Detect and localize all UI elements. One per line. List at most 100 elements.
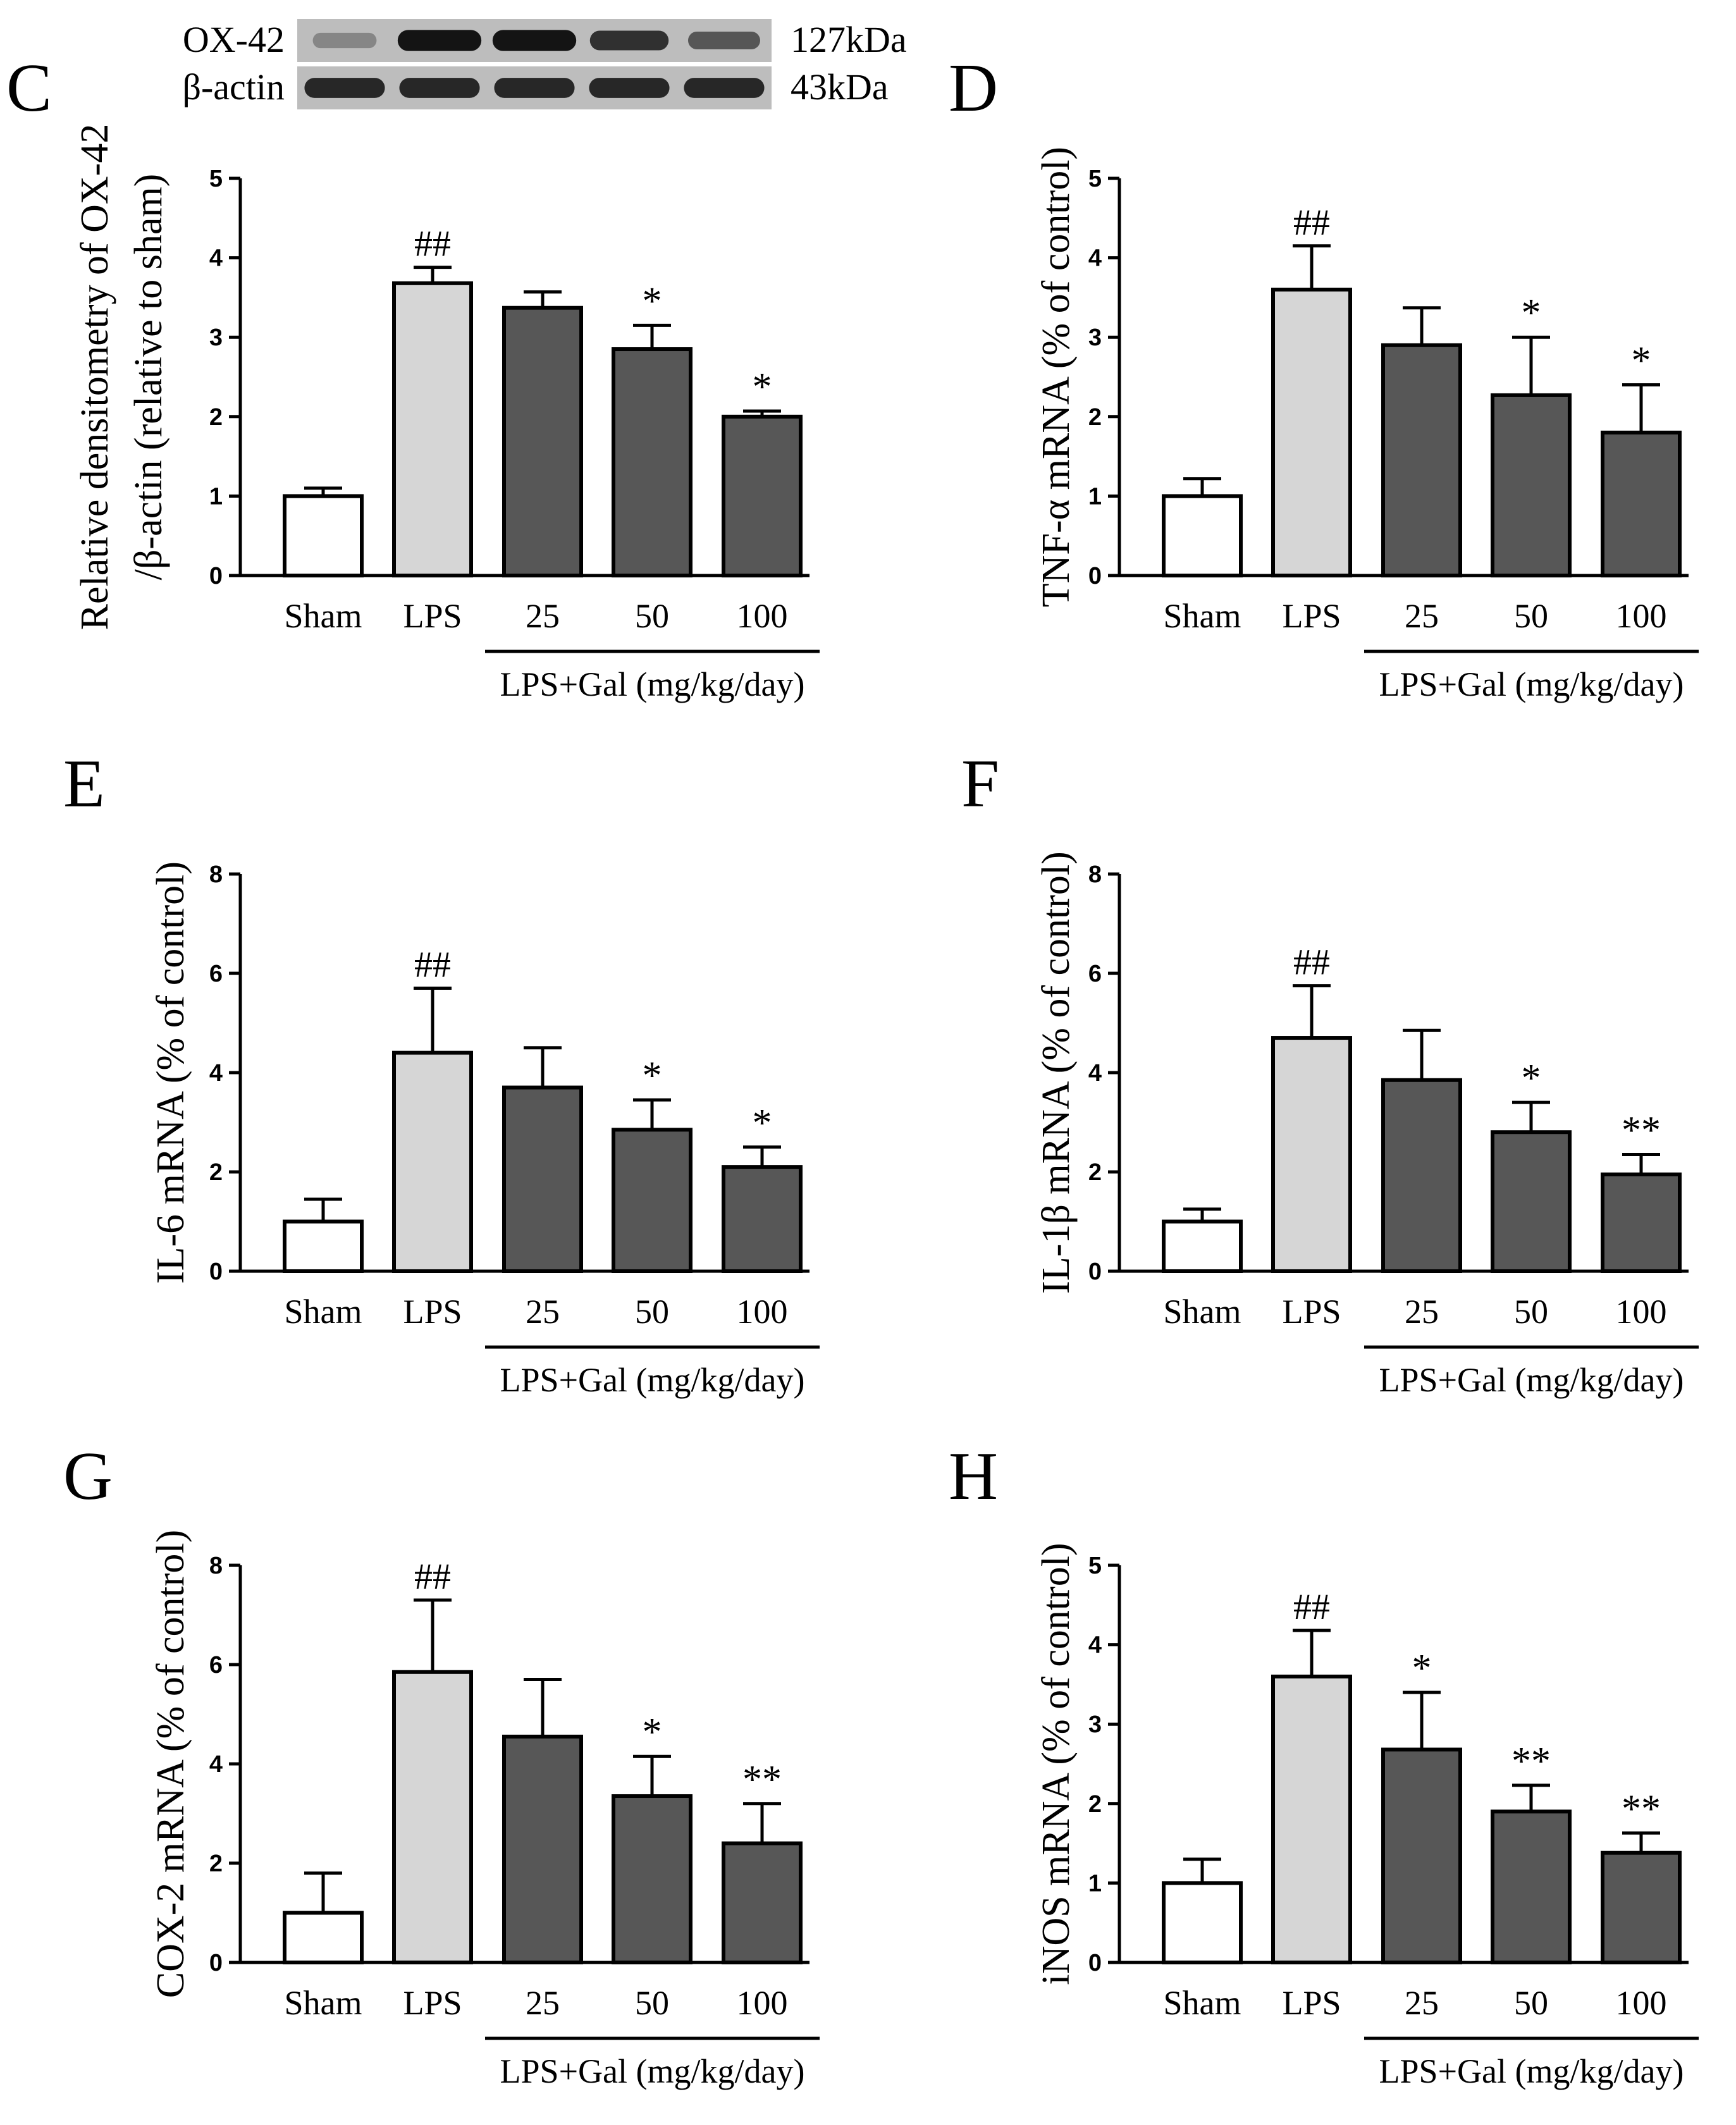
blot-band: [684, 78, 765, 98]
y-tick-label: 2: [1088, 1159, 1102, 1186]
y-tick-label: 6: [209, 961, 223, 987]
x-tick-label: 25: [526, 597, 560, 635]
x-tick-label: Sham: [284, 1293, 362, 1331]
y-tick-label: 4: [209, 245, 223, 272]
y-tick-label: 1: [1088, 483, 1102, 510]
x-tick-label: 100: [737, 1293, 788, 1331]
blot-band: [397, 30, 482, 51]
chart-panels: C 0 1 2 3 4 5 Relative densitometry of OX-42/β-…: [6, 51, 1699, 2090]
bar-25: [1381, 343, 1462, 577]
significance-mark: *: [643, 280, 662, 323]
x-tick-label: LPS: [403, 597, 462, 635]
western-blot: OX-42 127kDa β-actin 43kDa: [182, 19, 907, 109]
bar-sham: [1162, 494, 1243, 578]
y-axis-label: /β-actin (relative to sham): [127, 174, 170, 581]
blot-band: [688, 31, 760, 50]
x-tick-label: Sham: [284, 597, 362, 635]
bar-50: [612, 347, 693, 577]
y-tick-label: 6: [209, 1652, 223, 1678]
bar-50: [1491, 393, 1572, 577]
bar-25: [502, 1085, 583, 1274]
panel-letter: F: [961, 746, 999, 822]
blot-band: [494, 78, 575, 98]
x-tick-label: Sham: [1163, 1293, 1241, 1331]
x-tick-label: Sham: [1163, 1984, 1241, 2022]
y-tick-label: 3: [1088, 1711, 1102, 1738]
y-tick-label: 0: [209, 563, 223, 589]
panel-letter: E: [63, 746, 105, 822]
x-tick-label: 50: [635, 597, 669, 635]
bar-lps: [392, 1050, 473, 1273]
y-tick-label: 0: [209, 1259, 223, 1285]
significance-mark: *: [643, 1054, 662, 1097]
y-tick-label: 4: [1088, 245, 1102, 272]
panel-c: C 0 1 2 3 4 5 Relative densitometry of OX-42/β-…: [6, 51, 820, 703]
y-tick-label: 3: [209, 324, 223, 351]
significance-mark: ##: [414, 944, 451, 985]
y-tick-label: 2: [209, 1851, 223, 1877]
group-label: LPS+Gal (mg/kg/day): [1379, 1361, 1684, 1399]
y-axis-label: IL-1β mRNA (% of control): [1035, 851, 1078, 1294]
y-tick-label: 5: [1088, 166, 1102, 192]
blot-protein-label: OX-42: [183, 19, 285, 60]
y-tick-label: 2: [1088, 404, 1102, 431]
bar-25: [502, 1734, 583, 1964]
bar-25: [1381, 1747, 1462, 1965]
y-tick-label: 5: [209, 166, 223, 192]
bar-100: [1601, 1172, 1682, 1274]
bar-25: [502, 305, 583, 577]
panel-letter: C: [6, 51, 52, 126]
y-axis-label: TNF-α mRNA (% of control): [1035, 147, 1078, 607]
bar-100: [1601, 430, 1682, 577]
bar-50: [612, 1128, 693, 1274]
y-axis-label: iNOS mRNA (% of control): [1035, 1543, 1078, 1985]
x-tick-label: LPS: [403, 1984, 462, 2022]
bar-50: [1491, 1130, 1572, 1273]
x-tick-label: 25: [526, 1984, 560, 2022]
y-tick-label: 8: [209, 1553, 223, 1579]
x-tick-label: 50: [635, 1293, 669, 1331]
y-tick-label: 0: [1088, 1950, 1102, 1976]
bar-sham: [283, 1911, 364, 1964]
x-tick-label: 50: [1514, 1293, 1548, 1331]
blot-size-label: 127kDa: [791, 19, 907, 60]
y-tick-label: 5: [1088, 1553, 1102, 1579]
y-axis-label: COX-2 mRNA (% of control): [149, 1530, 192, 1998]
y-tick-label: 2: [209, 404, 223, 431]
significance-mark: **: [1511, 1740, 1551, 1783]
blot-band: [589, 78, 670, 98]
x-tick-label: LPS: [1282, 1293, 1341, 1331]
x-tick-label: 25: [1405, 1293, 1439, 1331]
significance-mark: ##: [414, 223, 451, 264]
blot-band: [312, 32, 377, 49]
y-tick-label: 4: [1088, 1060, 1102, 1087]
panel-h: H 0 1 2 3 4 5 iNOS mRNA (% of control) Sham ## LPS…: [949, 1439, 1699, 2090]
x-tick-label: 50: [1514, 1984, 1548, 2022]
y-tick-label: 0: [1088, 1259, 1102, 1285]
x-tick-label: Sham: [1163, 597, 1241, 635]
bar-lps: [392, 281, 473, 577]
panel-d: D 0 1 2 3 4 5 TNF-α mRNA (% of control) Sham ## LP…: [949, 51, 1699, 703]
x-tick-label: 25: [1405, 1984, 1439, 2022]
y-axis-label: Relative densitometry of OX-42: [73, 124, 116, 631]
panel-letter: H: [949, 1439, 998, 1514]
x-tick-label: 100: [1616, 1293, 1667, 1331]
bar-sham: [283, 494, 364, 578]
y-tick-label: 4: [1088, 1632, 1102, 1659]
x-tick-label: 100: [1616, 597, 1667, 635]
x-tick-label: 50: [1514, 597, 1548, 635]
blot-band: [589, 30, 669, 51]
blot-band: [492, 30, 577, 51]
bar-100: [722, 1841, 803, 1965]
y-tick-label: 2: [1088, 1791, 1102, 1818]
significance-mark: *: [753, 366, 772, 409]
y-tick-label: 0: [1088, 563, 1102, 589]
significance-mark: *: [1632, 340, 1651, 383]
y-tick-label: 1: [1088, 1870, 1102, 1897]
group-label: LPS+Gal (mg/kg/day): [1379, 2052, 1684, 2090]
y-tick-label: 2: [209, 1159, 223, 1186]
significance-mark: *: [1522, 1057, 1541, 1100]
bar-100: [1601, 1851, 1682, 1965]
group-label: LPS+Gal (mg/kg/day): [500, 2052, 805, 2090]
blot-band: [304, 78, 385, 98]
